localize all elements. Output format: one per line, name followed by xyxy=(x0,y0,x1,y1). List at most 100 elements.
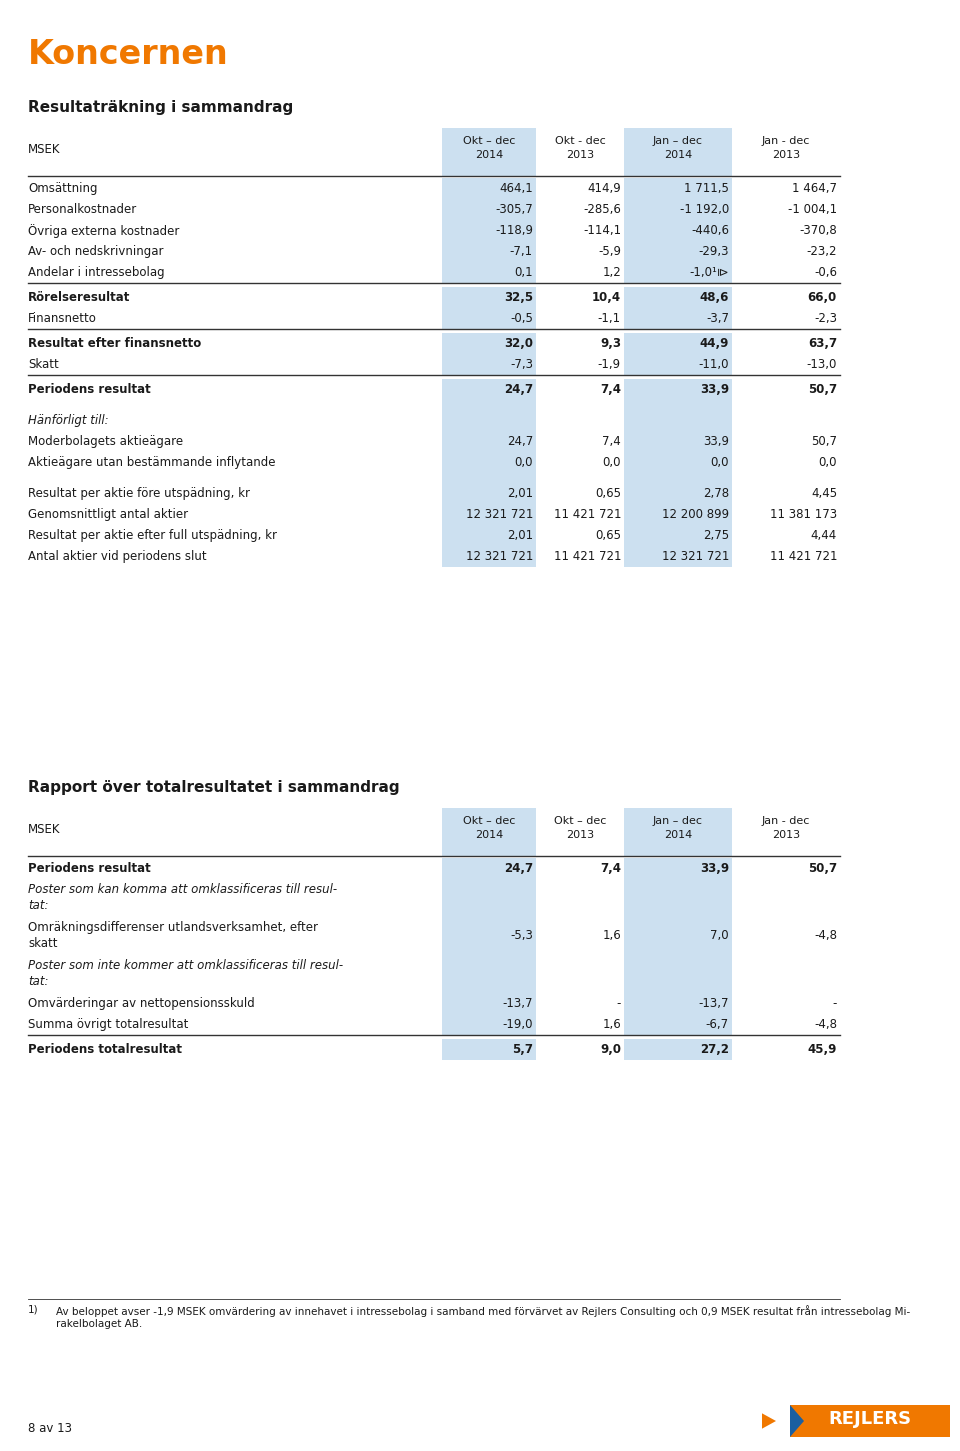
Text: 5,7: 5,7 xyxy=(512,1043,533,1056)
Text: -7,1: -7,1 xyxy=(510,245,533,258)
Text: 2014: 2014 xyxy=(475,830,503,840)
Text: -4,8: -4,8 xyxy=(814,1019,837,1032)
Text: Andelar i intressebolag: Andelar i intressebolag xyxy=(28,266,164,279)
Text: 2,01: 2,01 xyxy=(507,488,533,501)
Text: 4,45: 4,45 xyxy=(811,488,837,501)
Text: Resultat efter finansnetto: Resultat efter finansnetto xyxy=(28,337,202,350)
Text: MSEK: MSEK xyxy=(28,823,60,836)
Text: Skatt: Skatt xyxy=(28,358,59,371)
Bar xyxy=(442,879,536,917)
Text: Hänförligt till:: Hänförligt till: xyxy=(28,414,108,427)
Text: -13,7: -13,7 xyxy=(502,997,533,1010)
Text: Periodens resultat: Periodens resultat xyxy=(28,862,151,875)
Text: 32,0: 32,0 xyxy=(504,337,533,350)
Text: 7,4: 7,4 xyxy=(600,862,621,875)
Text: 24,7: 24,7 xyxy=(507,435,533,448)
Bar xyxy=(624,431,732,453)
Bar xyxy=(624,400,732,411)
Text: 24,7: 24,7 xyxy=(504,383,533,396)
Bar xyxy=(624,308,732,329)
Bar xyxy=(442,858,536,879)
Bar xyxy=(442,955,536,992)
Bar xyxy=(624,332,732,354)
Text: 1,6: 1,6 xyxy=(602,929,621,942)
Bar xyxy=(624,483,732,503)
Text: -118,9: -118,9 xyxy=(495,223,533,237)
Bar xyxy=(442,263,536,283)
Bar xyxy=(442,308,536,329)
Bar xyxy=(624,411,732,431)
Bar xyxy=(442,354,536,374)
Text: REJLERS: REJLERS xyxy=(828,1410,912,1428)
Text: 7,0: 7,0 xyxy=(710,929,729,942)
Text: Resultat per aktie efter full utspädning, kr: Resultat per aktie efter full utspädning… xyxy=(28,530,277,543)
Text: 414,9: 414,9 xyxy=(588,181,621,194)
Text: Poster som inte kommer att omklassificeras till resul-: Poster som inte kommer att omklassificer… xyxy=(28,959,343,972)
Text: -13,0: -13,0 xyxy=(806,358,837,371)
Bar xyxy=(442,546,536,567)
Text: 0,0: 0,0 xyxy=(710,456,729,469)
Text: Av beloppet avser -1,9 MSEK omvärdering av innehavet i intressebolag i samband m: Av beloppet avser -1,9 MSEK omvärdering … xyxy=(56,1304,910,1318)
Text: 1): 1) xyxy=(28,1304,38,1315)
Text: Omsättning: Omsättning xyxy=(28,181,98,194)
Bar xyxy=(624,808,732,856)
Text: 1 711,5: 1 711,5 xyxy=(684,181,729,194)
Text: 12 321 721: 12 321 721 xyxy=(466,550,533,563)
Text: 66,0: 66,0 xyxy=(807,292,837,305)
Bar xyxy=(624,178,732,199)
Text: skatt: skatt xyxy=(28,937,58,950)
Bar xyxy=(442,483,536,503)
Text: tat:: tat: xyxy=(28,900,49,913)
Text: 0,0: 0,0 xyxy=(819,456,837,469)
Bar xyxy=(442,221,536,241)
Polygon shape xyxy=(790,1405,804,1436)
Text: Omvärderingar av nettopensionsskuld: Omvärderingar av nettopensionsskuld xyxy=(28,997,254,1010)
Bar xyxy=(442,178,536,199)
Text: Aktieägare utan bestämmande inflytande: Aktieägare utan bestämmande inflytande xyxy=(28,456,276,469)
Text: -: - xyxy=(616,997,621,1010)
Text: -1,1: -1,1 xyxy=(598,312,621,325)
Text: Jan – dec: Jan – dec xyxy=(653,815,703,826)
Text: 11 381 173: 11 381 173 xyxy=(770,508,837,521)
Bar xyxy=(624,453,732,473)
Text: Omräkningsdifferenser utlandsverksamhet, efter: Omräkningsdifferenser utlandsverksamhet,… xyxy=(28,921,318,934)
Text: Okt – dec: Okt – dec xyxy=(554,815,606,826)
Text: -285,6: -285,6 xyxy=(583,203,621,216)
Text: 7,4: 7,4 xyxy=(602,435,621,448)
Text: -2,3: -2,3 xyxy=(814,312,837,325)
Text: 8 av 13: 8 av 13 xyxy=(28,1422,72,1435)
Text: Resultat per aktie före utspädning, kr: Resultat per aktie före utspädning, kr xyxy=(28,488,250,501)
Text: 24,7: 24,7 xyxy=(504,862,533,875)
Text: Okt – dec: Okt – dec xyxy=(463,136,516,147)
Text: 44,9: 44,9 xyxy=(700,337,729,350)
Bar xyxy=(442,992,536,1014)
Text: 1,6: 1,6 xyxy=(602,1019,621,1032)
Bar xyxy=(624,128,732,176)
Text: Jan - dec: Jan - dec xyxy=(762,136,810,147)
Text: -0,5: -0,5 xyxy=(510,312,533,325)
Text: -23,2: -23,2 xyxy=(806,245,837,258)
Bar xyxy=(624,263,732,283)
Bar xyxy=(442,400,536,411)
Text: -: - xyxy=(832,997,837,1010)
Text: -440,6: -440,6 xyxy=(691,223,729,237)
Text: -1,0¹⧐: -1,0¹⧐ xyxy=(689,266,729,279)
Text: 27,2: 27,2 xyxy=(700,1043,729,1056)
Text: tat:: tat: xyxy=(28,975,49,988)
Bar xyxy=(442,808,536,856)
Text: 11 421 721: 11 421 721 xyxy=(554,550,621,563)
Text: 464,1: 464,1 xyxy=(499,181,533,194)
Text: 9,0: 9,0 xyxy=(600,1043,621,1056)
Text: -6,7: -6,7 xyxy=(706,1019,729,1032)
Bar xyxy=(624,503,732,525)
Text: rakelbolaget AB.: rakelbolaget AB. xyxy=(56,1319,142,1329)
Bar xyxy=(624,879,732,917)
Bar xyxy=(624,287,732,308)
Text: 7,4: 7,4 xyxy=(600,383,621,396)
Text: 2013: 2013 xyxy=(566,149,594,160)
Text: -29,3: -29,3 xyxy=(699,245,729,258)
Bar xyxy=(624,354,732,374)
Text: 0,1: 0,1 xyxy=(515,266,533,279)
Text: -305,7: -305,7 xyxy=(495,203,533,216)
Bar xyxy=(442,411,536,431)
